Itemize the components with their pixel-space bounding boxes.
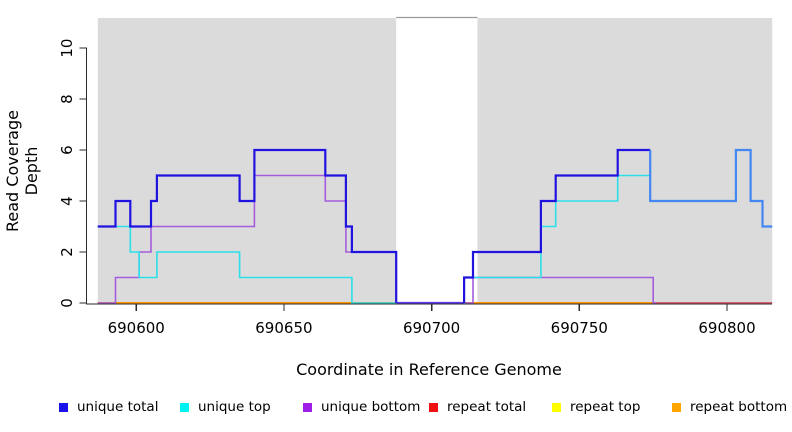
x-tick-label: 690600	[108, 319, 165, 337]
x-tick-label: 690800	[698, 319, 755, 337]
coverage-region-1	[477, 18, 773, 304]
y-tick-label: 0	[58, 298, 76, 308]
y-tick-label: 4	[58, 196, 76, 206]
legend-swatch-unique-bottom-icon	[303, 402, 312, 412]
legend-swatch-repeat-bottom-icon	[672, 402, 681, 412]
legend-item-unique-top: unique top	[180, 399, 271, 415]
legend-item-unique-total: unique total	[59, 399, 158, 415]
series-unique-total	[463, 148, 651, 303]
coverage-region-0	[97, 18, 397, 304]
x-axis-title: Coordinate in Reference Genome	[296, 360, 562, 379]
legend-item-repeat-bottom: repeat bottom	[672, 399, 787, 415]
legend-item-repeat-total: repeat total	[429, 399, 526, 415]
series-unique-total	[97, 148, 398, 303]
y-tick-label: 6	[58, 145, 76, 155]
legend-label: repeat total	[447, 399, 527, 415]
legend-swatch-unique-total-icon	[59, 402, 68, 412]
legend-swatch-repeat-total-icon	[429, 402, 438, 412]
legend-item-unique-bottom: unique bottom	[303, 399, 420, 415]
legend-item-repeat-top: repeat top	[552, 399, 640, 415]
x-tick-label: 690750	[551, 319, 608, 337]
legend-swatch-repeat-top-icon	[552, 402, 561, 412]
legend-swatch-unique-top-icon	[180, 402, 189, 412]
legend-label: repeat bottom	[690, 399, 788, 415]
legend-label: unique top	[198, 399, 271, 415]
legend-label: unique total	[77, 399, 159, 415]
y-tick-label: 10	[58, 39, 76, 58]
y-tick-label: 2	[58, 247, 76, 257]
x-tick-label: 690650	[255, 319, 312, 337]
series-unique-total-coincident-with-unique-top-	[649, 148, 773, 228]
y-tick-label: 8	[58, 94, 76, 104]
legend-label: repeat top	[570, 399, 641, 415]
x-tick-label: 690700	[403, 319, 460, 337]
legend-label: unique bottom	[321, 399, 421, 415]
y-axis-title: Read Coverage Depth	[3, 110, 41, 232]
